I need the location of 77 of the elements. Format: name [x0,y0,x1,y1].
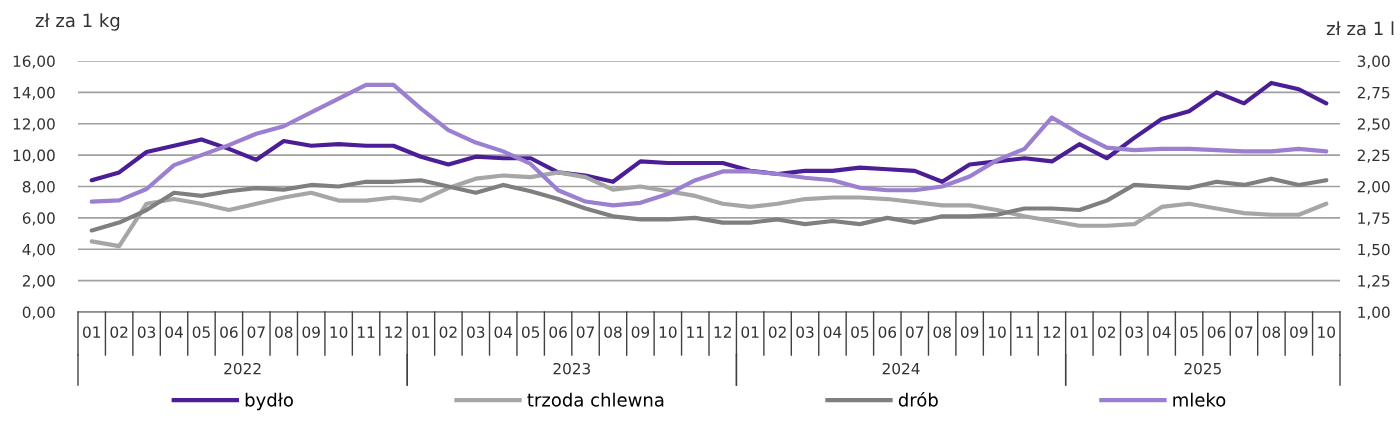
y-tick-label: 4,00 [22,243,55,257]
x-tick-label: 02 [110,326,128,338]
y-tick-label: 8,00 [22,180,55,195]
line-series [89,176,1329,233]
x-tick-label: 07 [906,326,924,338]
x-tick-label: 12 [1043,326,1061,338]
x-tick-label: 06 [220,326,238,338]
text: 2022 [224,362,261,375]
legend-label: trzoda chlewna [527,392,664,407]
line-series [89,82,1329,208]
x-tick-label: 06 [549,326,567,338]
x-tick-label: 05 [192,326,210,338]
x-tick-label: 01 [83,326,101,338]
x-tick-label: 01 [1070,326,1088,338]
x-tick-label: 10 [989,326,1006,338]
x-tick-label: 07 [576,326,594,338]
x-tick-label: 02 [1098,326,1115,338]
x-tick-label: 06 [1207,326,1226,338]
text: 2023 [553,362,591,375]
x-tick-label: 05 [1180,326,1198,338]
text: 2024 [882,362,920,375]
x-tick-label: 04 [823,326,842,338]
y2-tick-label: 2,25 [1357,149,1390,163]
y2-tick-label: 1,50 [1358,243,1390,257]
x-tick-label: 08 [1262,326,1281,338]
legend-label: drób [898,391,938,407]
x-tick-label: 08 [604,326,622,338]
x-tick-label: 09 [1290,326,1308,338]
y2-axis-title: zł za 1 l [1326,21,1394,36]
y2-tick-label: 2,00 [1357,180,1390,195]
y-tick-label: 16,00 [13,55,55,69]
x-tick-label: 03 [796,326,814,338]
legend-label: mleko [1173,392,1226,407]
x-tick-label: 09 [960,326,979,338]
x-tick-label: 10 [330,326,348,338]
x-tick-label: 05 [521,326,540,338]
y-axis-title: zł za 1 kg [35,13,120,31]
x-tick-label: 12 [385,326,402,338]
x-tick-label: 08 [933,326,951,338]
y2-tick-label: 1,00 [1358,306,1390,320]
x-tick-label: 04 [1152,326,1171,338]
x-tick-label: 07 [247,326,265,338]
x-tick-label: 09 [631,326,650,338]
x-tick-label: 04 [494,326,513,338]
x-tick-label: 10 [659,326,677,338]
x-tick-label: 08 [275,326,293,338]
y2-tick-label: 3,00 [1357,55,1390,69]
y-tick-label: 2,00 [22,275,55,289]
x-tick-label: 01 [412,326,430,338]
y-tick-label: 0,00 [22,306,55,320]
x-tick-label: 11 [1016,326,1033,338]
x-tick-label: 01 [741,326,759,338]
legend-label: bydło [245,392,293,411]
x-tick-label: 03 [137,326,156,338]
y-tick-label: 12,00 [13,118,55,132]
x-tick-label: 12 [714,326,731,338]
y2-tick-label: 1,25 [1358,275,1390,289]
line-series [89,80,1329,184]
x-tick-label: 07 [1235,326,1253,338]
text: 2025 [1184,362,1221,375]
y-tick-label: 10,00 [13,149,55,163]
y2-tick-label: 2,50 [1357,118,1390,132]
x-tick-label: 06 [878,326,897,338]
x-tick-label: 02 [439,326,457,338]
x-tick-label: 11 [687,326,704,338]
x-tick-label: 03 [1125,326,1143,338]
x-tick-label: 03 [467,326,485,338]
x-tick-label: 05 [851,326,869,338]
x-tick-label: 04 [165,326,183,338]
y-tick-label: 6,00 [22,212,55,226]
y2-tick-label: 2,75 [1357,86,1390,100]
x-tick-label: 10 [1318,326,1335,338]
x-tick-label: 09 [302,326,320,338]
y2-tick-label: 1,75 [1358,212,1390,226]
y-tick-label: 14,00 [13,86,55,100]
x-tick-label: 11 [358,326,375,338]
x-tick-label: 02 [768,326,786,338]
